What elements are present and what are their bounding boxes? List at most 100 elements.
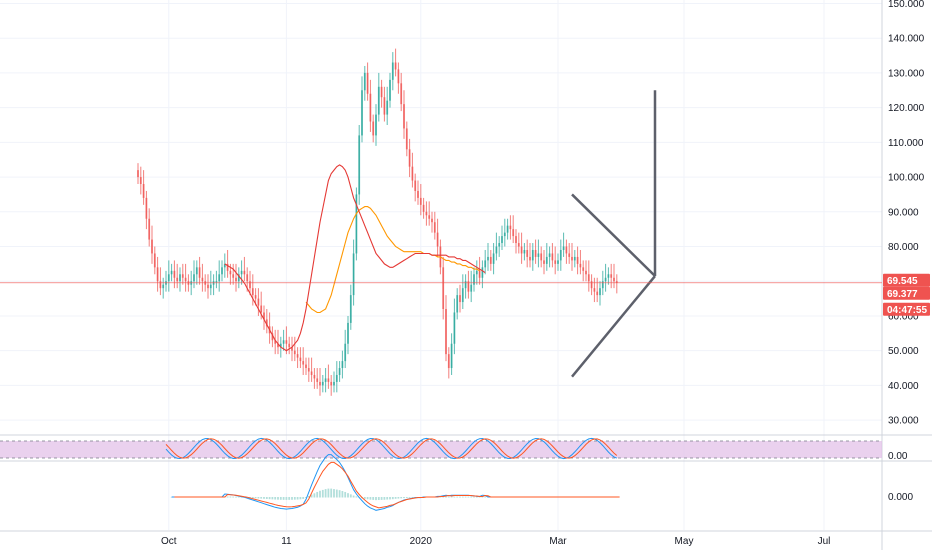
macd-hist-bar xyxy=(344,491,347,498)
candle-body xyxy=(554,260,557,264)
candle-body xyxy=(436,232,439,247)
macd-hist-bar xyxy=(330,488,333,498)
candle-body xyxy=(349,295,352,323)
macd-hist-bar xyxy=(352,495,355,498)
macd-hist-bar xyxy=(235,496,237,498)
macd-hist-bar xyxy=(375,497,377,501)
candle-body xyxy=(159,281,162,289)
macd-hist-bar xyxy=(226,496,229,498)
macd-hist-bar xyxy=(251,497,254,499)
macd-hist-bar xyxy=(389,497,391,500)
time-tick-label: 2020 xyxy=(410,536,433,547)
macd-hist-bar xyxy=(445,496,447,498)
candle-body xyxy=(209,284,212,289)
candle-body xyxy=(492,253,495,264)
macd-hist-bar xyxy=(372,497,375,500)
candle-body xyxy=(366,72,369,94)
stoch-axis-tick: 0.00 xyxy=(888,451,908,462)
macd-hist-bar xyxy=(377,497,380,501)
candle-body xyxy=(582,267,585,271)
candle-body xyxy=(173,270,176,278)
candle-body xyxy=(509,225,512,230)
candle-body xyxy=(565,246,568,254)
candle-body xyxy=(473,274,475,285)
candle-body xyxy=(257,298,260,306)
macd-hist-bar xyxy=(310,494,313,498)
candle-body xyxy=(142,184,145,198)
candle-body xyxy=(347,322,349,344)
candle-body xyxy=(551,253,554,261)
macd-hist-bar xyxy=(265,497,268,499)
candle-body xyxy=(422,204,425,212)
macd-hist-bar xyxy=(316,491,319,498)
macd-hist-bar xyxy=(341,491,344,498)
macd-hist-bar xyxy=(450,496,453,498)
candle-body xyxy=(338,368,341,375)
candle-body xyxy=(296,354,299,358)
macd-hist-bar xyxy=(484,496,487,498)
macd-hist-bar xyxy=(473,496,475,498)
stoch-d-line xyxy=(165,438,618,459)
candle-body xyxy=(285,340,288,344)
candle-body xyxy=(271,333,274,341)
macd-hist-bar xyxy=(240,496,243,498)
candle-body xyxy=(386,100,389,115)
candle-body xyxy=(571,256,573,261)
price-tick-label: 30.000 xyxy=(888,416,919,427)
candle-body xyxy=(450,343,453,369)
candle-body xyxy=(162,284,165,289)
last-price-tag: 04:47:55 xyxy=(883,302,930,316)
candle-body xyxy=(201,277,204,282)
price-tag-bg xyxy=(883,273,930,287)
candle-body xyxy=(215,281,218,283)
candle-body xyxy=(529,256,531,261)
time-axis[interactable]: Oct112020MarMayJulSepNov xyxy=(161,536,932,547)
candle-body xyxy=(363,72,366,91)
price-tag-bg xyxy=(883,302,930,316)
macd-hist-bar xyxy=(478,496,481,498)
macd-hist-bar xyxy=(299,497,302,500)
candle-body xyxy=(408,149,411,167)
candle-body xyxy=(313,374,316,379)
candle-body xyxy=(543,260,545,264)
candle-body xyxy=(153,253,156,268)
candle-body xyxy=(568,253,571,257)
price-tick-label: 90.000 xyxy=(888,207,919,218)
price-tick-label: 110.000 xyxy=(888,138,924,149)
macd-hist-bar xyxy=(464,496,467,498)
candle-body xyxy=(193,274,195,282)
candle-body xyxy=(148,218,151,240)
macd-axis-tick: 0.000 xyxy=(888,492,913,503)
candle-body xyxy=(397,69,400,84)
candle-body xyxy=(361,90,363,136)
macd-hist-bar xyxy=(282,497,285,500)
macd-hist-bar xyxy=(324,489,327,498)
candle-body xyxy=(330,381,333,386)
macd-hist-bar xyxy=(470,496,473,498)
candle-body xyxy=(590,281,593,289)
macd-hist-bar xyxy=(257,497,260,499)
triangle-upper-line xyxy=(571,193,656,277)
macd-hist-bar xyxy=(268,497,271,500)
candle-body xyxy=(237,274,240,282)
macd-hist-bar xyxy=(447,496,450,498)
price-tick-label: 130.000 xyxy=(888,68,925,79)
candle-body xyxy=(431,218,433,223)
macd-hist-bar xyxy=(274,497,277,500)
macd-hist-bar xyxy=(232,496,235,498)
macd-hist-bar xyxy=(321,489,324,498)
candle-body xyxy=(176,277,179,282)
candle-body xyxy=(195,267,198,275)
candle-body xyxy=(279,343,282,348)
candle-body xyxy=(394,62,397,70)
candle-body xyxy=(467,281,470,292)
moving-averages xyxy=(224,164,486,352)
price-axis[interactable]: 150.000 140.000 130.000 120.000 110.000 100.0… xyxy=(888,0,925,427)
candle-body xyxy=(425,211,428,216)
candle-body xyxy=(573,256,576,261)
candle-body xyxy=(506,225,509,233)
candle-body xyxy=(299,357,302,362)
candle-body xyxy=(545,256,548,264)
